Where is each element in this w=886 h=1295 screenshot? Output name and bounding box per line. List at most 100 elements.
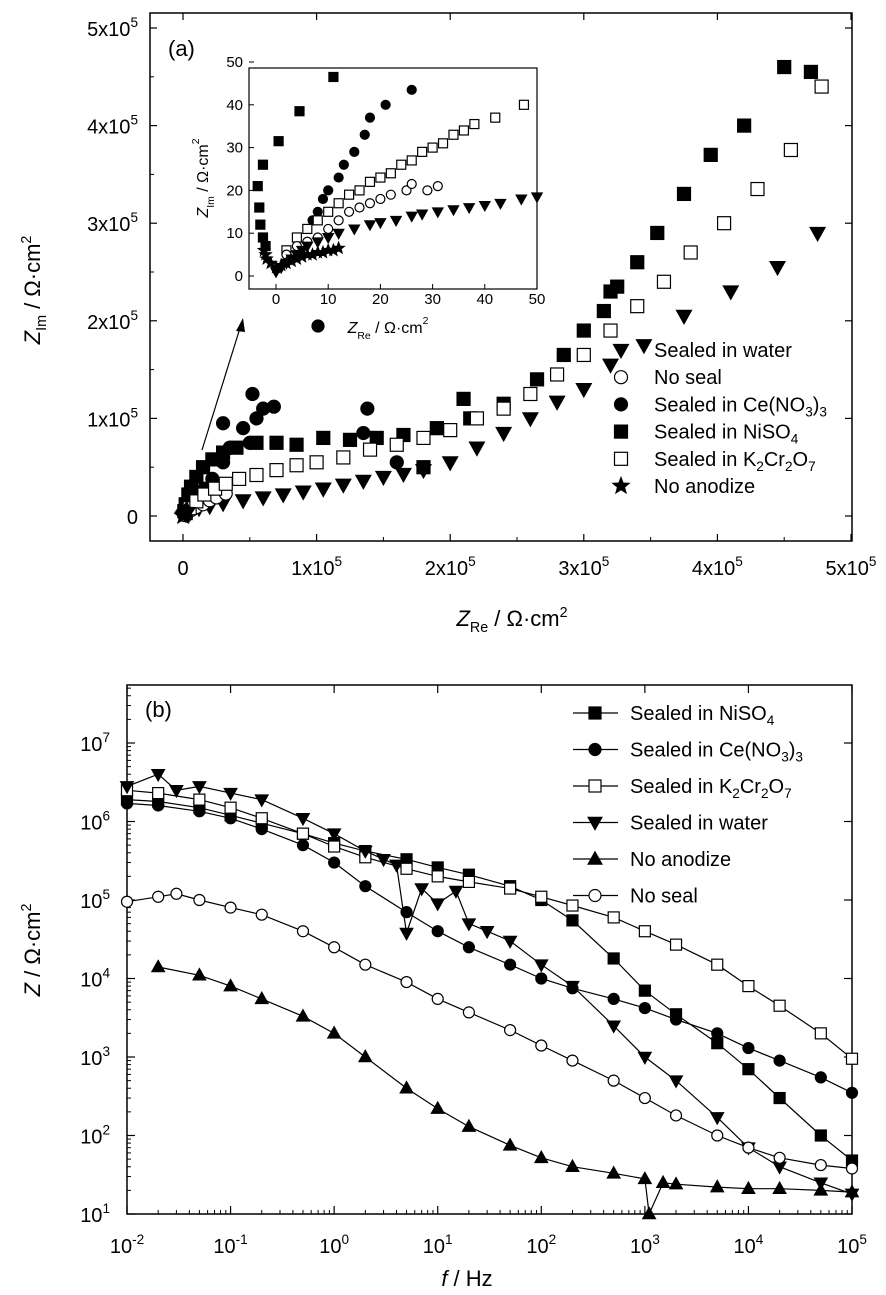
data-point	[773, 1091, 786, 1105]
data-point	[596, 303, 611, 319]
inset-data-point	[427, 142, 438, 153]
inset-data-point	[432, 181, 443, 192]
inset-data-point	[364, 112, 376, 123]
inset-x-tick-label: 40	[476, 291, 493, 308]
legend-label: Sealed in water	[630, 813, 768, 835]
data-point	[254, 991, 270, 1005]
legend-marker	[588, 779, 602, 793]
data-point	[548, 395, 566, 411]
data-point	[152, 787, 165, 800]
inset-data-point	[328, 71, 339, 83]
inset-data-point	[494, 198, 507, 210]
inset-data-point	[406, 155, 417, 166]
data-point	[638, 984, 651, 997]
series-line	[126, 799, 853, 1161]
inset-data-point	[364, 176, 376, 187]
inset-y-tick-label: 40	[226, 97, 243, 114]
data-point	[218, 476, 233, 491]
data-point	[229, 440, 244, 455]
x-tick-label: 103	[630, 1232, 660, 1258]
inset-data-point	[490, 112, 501, 123]
inset-data-point	[422, 185, 433, 196]
x-axis-title: ZRe / Ω·cm2	[455, 605, 567, 636]
data-point	[607, 1074, 620, 1087]
data-point	[606, 1165, 622, 1179]
inset-series-no-anodize	[256, 240, 346, 274]
legend-marker	[587, 816, 603, 831]
series-no-anodize	[150, 959, 860, 1220]
inset-x-tick-label: 0	[272, 291, 280, 308]
inset-data-point	[343, 189, 355, 200]
legend-label: Sealed in K2Cr2O7	[630, 776, 792, 801]
data-point	[416, 460, 431, 475]
inset-data-point	[323, 223, 334, 235]
inset-data-point	[257, 232, 269, 243]
legend-label: Sealed in NiSO4	[654, 422, 799, 447]
legend-marker	[612, 343, 630, 360]
data-point	[249, 435, 264, 450]
inset-x-tick-label: 50	[529, 291, 546, 308]
data-point	[566, 914, 579, 927]
inset-data-point	[343, 206, 355, 217]
data-point	[566, 899, 579, 912]
data-point	[750, 181, 765, 197]
series-line	[126, 789, 853, 1060]
data-point	[845, 1086, 859, 1099]
data-point	[289, 437, 304, 452]
panel-a: 0 1x105 2x105 3x105 4x105 5x105 0 1x105 2x105 3x1…	[19, 12, 876, 636]
data-point	[668, 1075, 684, 1089]
data-point	[177, 499, 197, 519]
inset-data-point	[257, 159, 269, 170]
data-point	[394, 467, 412, 484]
x-tick-label: 1x105	[291, 554, 342, 580]
data-point	[603, 323, 618, 338]
data-point	[224, 901, 237, 914]
inset-data-point	[312, 206, 323, 217]
data-point	[150, 768, 166, 783]
inset-data-point	[333, 172, 344, 183]
data-point	[845, 1162, 859, 1175]
data-point	[777, 59, 792, 75]
data-point	[316, 430, 331, 446]
series-sealed-in-ce-no3-3	[120, 797, 859, 1099]
data-point	[772, 1180, 787, 1194]
data-point	[326, 828, 342, 842]
inset-data-point	[291, 232, 302, 243]
data-point	[152, 890, 165, 903]
data-point	[722, 285, 740, 301]
data-point	[637, 1171, 653, 1185]
data-point	[334, 478, 352, 494]
data-point	[576, 323, 591, 338]
data-point	[638, 1001, 651, 1015]
data-point	[565, 1158, 580, 1173]
data-point	[430, 1100, 446, 1114]
inset-data-point	[364, 198, 376, 209]
data-point	[814, 79, 829, 94]
data-point	[655, 1174, 671, 1189]
inset-y-tick-label: 50	[226, 54, 243, 71]
data-point	[675, 309, 693, 325]
series-no-anodize	[173, 499, 197, 525]
inset-title-marker	[311, 319, 325, 333]
data-point	[400, 862, 413, 875]
inset-data-point	[311, 237, 324, 249]
x-axis-title: f / Hz	[441, 1266, 492, 1291]
plot-frame	[126, 684, 853, 1215]
y-tick-label: 106	[80, 809, 110, 835]
data-point	[529, 372, 545, 387]
data-point	[456, 391, 471, 406]
inset-series-sealed-in-ce-no3-3	[307, 84, 417, 226]
inset-data-point	[333, 198, 344, 209]
data-point	[669, 1109, 683, 1122]
inset-data-point	[323, 206, 334, 217]
data-point	[461, 918, 477, 932]
data-point	[814, 1027, 827, 1040]
data-point	[152, 799, 165, 812]
y-tick-label: 103	[80, 1044, 110, 1070]
inset-data-point	[437, 138, 449, 149]
data-point	[656, 274, 672, 289]
data-point	[249, 467, 264, 483]
data-point	[255, 908, 268, 921]
data-point	[224, 801, 237, 814]
